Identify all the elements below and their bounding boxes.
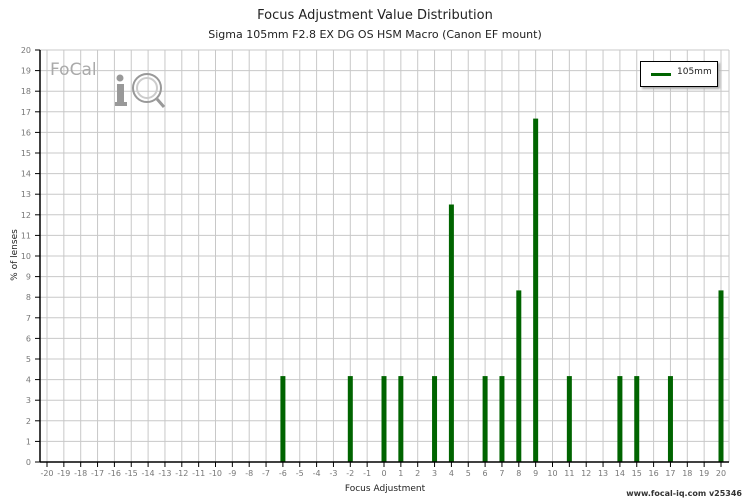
x-tick-label: -4 bbox=[313, 469, 321, 478]
y-tick-label: 14 bbox=[21, 170, 31, 179]
y-tick-label: 11 bbox=[21, 231, 31, 240]
x-tick-label: -10 bbox=[209, 469, 222, 478]
x-tick-label: -17 bbox=[91, 469, 104, 478]
y-tick-label: 1 bbox=[26, 437, 31, 446]
bar bbox=[280, 376, 286, 462]
website-credit: www.focal-iq.com v25346 bbox=[626, 489, 742, 498]
x-tick-label: -15 bbox=[125, 469, 138, 478]
x-tick-label: 10 bbox=[547, 469, 557, 478]
x-tick-label: 1 bbox=[398, 469, 403, 478]
x-tick-label: 11 bbox=[564, 469, 574, 478]
legend-label: 105mm bbox=[677, 67, 712, 77]
iq-magnifier-icon bbox=[115, 73, 166, 108]
y-tick-label: 15 bbox=[21, 149, 31, 158]
x-tick-label: 4 bbox=[449, 469, 454, 478]
bar bbox=[516, 290, 522, 462]
y-tick-label: 6 bbox=[26, 334, 31, 343]
x-tick-label: -6 bbox=[279, 469, 287, 478]
x-tick-label: 12 bbox=[581, 469, 591, 478]
y-tick-label: 19 bbox=[21, 67, 31, 76]
x-tick-label: 5 bbox=[466, 469, 471, 478]
bar bbox=[482, 376, 488, 462]
y-tick-label: 3 bbox=[26, 396, 31, 405]
x-tick-label: 9 bbox=[533, 469, 538, 478]
x-tick-label: -14 bbox=[142, 469, 155, 478]
x-tick-label: -7 bbox=[262, 469, 270, 478]
x-tick-label: -16 bbox=[108, 469, 121, 478]
x-tick-label: 13 bbox=[598, 469, 608, 478]
x-tick-label: -2 bbox=[346, 469, 354, 478]
bar bbox=[718, 290, 724, 462]
y-tick-label: 7 bbox=[26, 314, 31, 323]
bar bbox=[617, 376, 623, 462]
x-tick-label: 2 bbox=[415, 469, 420, 478]
bar bbox=[533, 118, 539, 463]
x-tick-label: -18 bbox=[74, 469, 87, 478]
y-tick-label: 8 bbox=[26, 293, 31, 302]
y-tick-label: 4 bbox=[26, 376, 31, 385]
x-tick-label: 0 bbox=[381, 469, 386, 478]
chart-subtitle: Sigma 105mm F2.8 EX DG OS HSM Macro (Can… bbox=[208, 28, 542, 41]
x-tick-label: 8 bbox=[516, 469, 521, 478]
x-tick-label: -11 bbox=[192, 469, 205, 478]
y-tick-label: 0 bbox=[26, 458, 31, 467]
y-tick-label: 13 bbox=[21, 190, 31, 199]
x-tick-label: 6 bbox=[483, 469, 488, 478]
bar bbox=[381, 376, 387, 462]
x-tick-label: -19 bbox=[57, 469, 70, 478]
x-tick-label: -1 bbox=[363, 469, 371, 478]
x-tick-label: -20 bbox=[40, 469, 53, 478]
x-tick-label: -5 bbox=[296, 469, 304, 478]
x-axis-label: Focus Adjustment bbox=[344, 484, 426, 494]
bar bbox=[634, 376, 640, 462]
x-tick-label: 14 bbox=[615, 469, 625, 478]
bar bbox=[566, 376, 572, 462]
x-tick-label: -12 bbox=[175, 469, 188, 478]
bar bbox=[499, 376, 505, 462]
logo-text: FoCal bbox=[50, 60, 97, 80]
x-tick-label: 18 bbox=[682, 469, 692, 478]
x-tick-label: -13 bbox=[158, 469, 171, 478]
x-tick-label: 15 bbox=[632, 469, 642, 478]
y-tick-label: 18 bbox=[21, 87, 31, 96]
x-tick-label: 3 bbox=[432, 469, 437, 478]
legend-swatch bbox=[651, 73, 671, 76]
y-tick-label: 12 bbox=[21, 211, 31, 220]
x-tick-label: 17 bbox=[665, 469, 675, 478]
y-tick-label: 17 bbox=[21, 108, 31, 117]
y-tick-label: 5 bbox=[26, 355, 31, 364]
y-tick-label: 20 bbox=[21, 46, 31, 55]
y-tick-label: 9 bbox=[26, 273, 31, 282]
bar bbox=[448, 204, 454, 462]
bar bbox=[667, 376, 673, 462]
y-tick-label: 10 bbox=[21, 252, 31, 261]
x-tick-label: 19 bbox=[699, 469, 709, 478]
bar bbox=[347, 376, 353, 462]
bar bbox=[432, 376, 438, 462]
x-tick-label: -8 bbox=[245, 469, 253, 478]
bar bbox=[398, 376, 404, 462]
legend: 105mm bbox=[640, 61, 718, 87]
x-tick-label: 20 bbox=[716, 469, 726, 478]
y-tick-label: 16 bbox=[21, 128, 31, 137]
y-tick-label: 2 bbox=[26, 417, 31, 426]
chart-title: Focus Adjustment Value Distribution bbox=[257, 8, 493, 23]
x-tick-label: 16 bbox=[649, 469, 659, 478]
x-tick-label: 7 bbox=[499, 469, 504, 478]
x-tick-label: -9 bbox=[228, 469, 236, 478]
x-tick-label: -3 bbox=[329, 469, 337, 478]
y-axis-label: % of lenses bbox=[10, 229, 20, 281]
